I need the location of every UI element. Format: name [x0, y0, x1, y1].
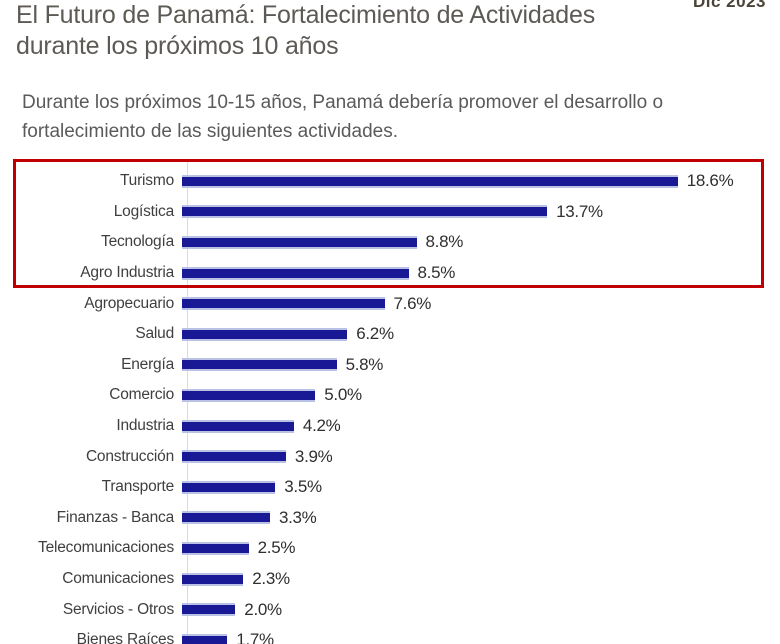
category-label: Bienes Raíces — [76, 631, 175, 644]
category-label: Turismo — [119, 172, 174, 190]
bar-value-label: 1.7% — [236, 630, 274, 644]
bar-wrapper: 7.6% — [181, 288, 780, 319]
category-label: Finanzas - Banca — [56, 508, 175, 526]
chart-row: Construcción 3.9% — [0, 441, 780, 472]
bar-wrapper: 4.2% — [181, 411, 780, 442]
category-label: Logística — [113, 202, 174, 220]
chart-row: Transporte 3.5% — [0, 472, 780, 503]
page-title: El Futuro de Panamá: Fortalecimiento de … — [16, 1, 595, 60]
bar-value-label: 7.6% — [393, 293, 432, 313]
bar-wrapper: 3.3% — [181, 503, 780, 534]
category-label: Comercio — [109, 386, 174, 404]
chart-row: Comunicaciones 2.3% — [0, 564, 780, 595]
chart-row: Comercio 5.0% — [0, 380, 780, 411]
category-label: Agropecuario — [84, 294, 174, 312]
category-label: Transporte — [101, 478, 175, 496]
bar-wrapper: 2.0% — [181, 594, 780, 625]
bar-value-label: 3.9% — [294, 446, 333, 466]
chart-row: Tecnología 8.8% — [0, 227, 780, 258]
bar-value-label: 3.3% — [278, 507, 317, 527]
bar — [182, 297, 385, 311]
bar-value-label: 13.7% — [556, 201, 603, 221]
bar-value-label: 8.8% — [425, 232, 464, 252]
chart-axis-line — [187, 160, 188, 644]
bar-value-label: 2.3% — [252, 569, 290, 589]
bar-wrapper: 2.3% — [181, 564, 780, 595]
bar-value-label: 8.5% — [417, 263, 456, 283]
category-label: Energía — [121, 355, 174, 373]
bar-wrapper: 5.0% — [181, 380, 780, 411]
bar — [182, 633, 228, 644]
bar-wrapper: 8.8% — [181, 227, 780, 258]
bar — [182, 205, 548, 219]
category-label: Industria — [116, 417, 174, 435]
bar-value-label: 18.6% — [686, 171, 734, 191]
bar-wrapper: 18.6% — [181, 166, 780, 197]
chart-row: Industria 4.2% — [0, 411, 780, 442]
bar — [182, 358, 337, 372]
chart-row: Telecomunicaciones 2.5% — [0, 533, 780, 564]
bar-wrapper: 13.7% — [181, 197, 780, 228]
bar — [182, 419, 294, 433]
category-label: Servicios - Otros — [62, 600, 174, 618]
chart-row: Finanzas - Banca 3.3% — [0, 503, 780, 534]
category-label: Comunicaciones — [62, 570, 174, 588]
bar-wrapper: 8.5% — [181, 258, 780, 289]
chart-row: Energía 5.8% — [0, 350, 780, 381]
bar-value-label: 3.5% — [284, 477, 322, 497]
bar-value-label: 2.5% — [257, 538, 296, 558]
bar — [182, 572, 244, 586]
bar-value-label: 5.0% — [324, 385, 362, 405]
bar-wrapper: 6.2% — [181, 319, 780, 350]
chart-row: Agropecuario 7.6% — [0, 288, 780, 319]
bar — [182, 541, 249, 555]
category-label: Tecnología — [101, 233, 174, 251]
horizontal-bar-chart: Turismo 18.6% Logística 13.7% Tecnología 8.8%… — [0, 160, 780, 644]
bar — [182, 327, 348, 341]
bar-wrapper: 3.9% — [181, 441, 780, 472]
chart-question-text: Durante los próximos 10-15 años, Panamá … — [22, 92, 664, 142]
bar — [182, 603, 236, 617]
bar-wrapper: 3.5% — [181, 472, 780, 503]
bar-wrapper: 5.8% — [181, 350, 780, 381]
bar-wrapper: 1.7% — [181, 625, 780, 644]
chart-row: Salud 6.2% — [0, 319, 780, 350]
chart-row: Agro Industria 8.5% — [0, 258, 780, 289]
category-label: Salud — [135, 325, 174, 343]
chart-row: Logística 13.7% — [0, 197, 780, 228]
bar-value-label: 2.0% — [244, 599, 282, 619]
bar — [182, 388, 316, 402]
bar — [182, 266, 409, 280]
bar-wrapper: 2.5% — [181, 533, 780, 564]
bar — [182, 235, 417, 249]
category-label: Construcción — [85, 447, 174, 465]
bar — [182, 174, 678, 188]
chart-row: Turismo 18.6% — [0, 166, 780, 197]
bar-value-label: 4.2% — [302, 416, 341, 436]
bar-value-label: 5.8% — [345, 354, 384, 374]
bar — [182, 450, 286, 464]
chart-row: Bienes Raíces 1.7% — [0, 625, 780, 644]
slide-date: Dic 2023 — [693, 0, 766, 11]
category-label: Agro Industria — [80, 264, 174, 282]
chart-row: Servicios - Otros 2.0% — [0, 594, 780, 625]
bar-value-label: 6.2% — [356, 324, 394, 344]
bar — [182, 511, 270, 525]
category-label: Telecomunicaciones — [38, 539, 174, 557]
bar — [182, 480, 276, 494]
